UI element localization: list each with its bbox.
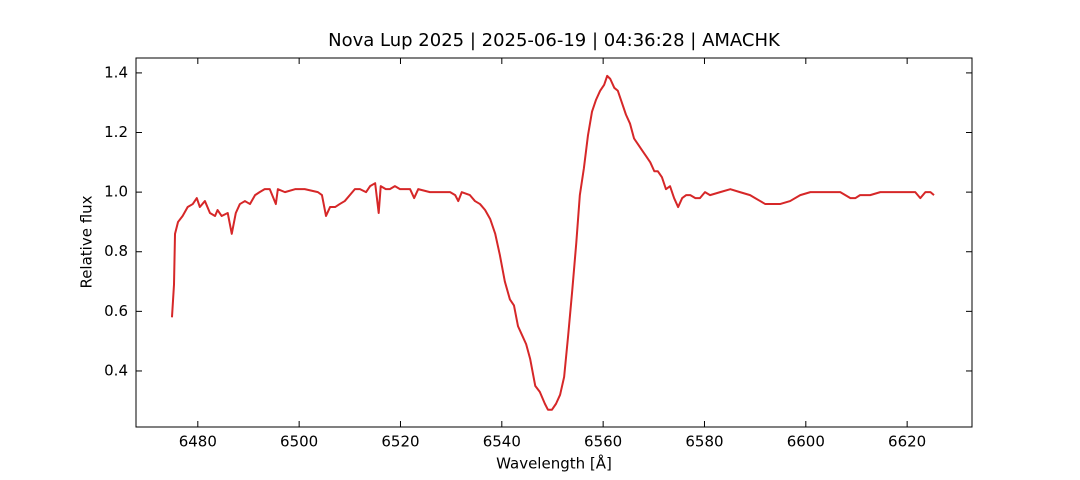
y-axis-label: Relative flux bbox=[78, 195, 96, 288]
y-tick-label: 1.2 bbox=[104, 123, 128, 141]
x-tick-label: 6480 bbox=[179, 433, 217, 451]
x-axis-label: Wavelength [Å] bbox=[496, 454, 612, 473]
x-tick-label: 6580 bbox=[685, 433, 723, 451]
chart-title: Nova Lup 2025 | 2025-06-19 | 04:36:28 | … bbox=[328, 30, 781, 51]
x-tick-label: 6620 bbox=[888, 433, 926, 451]
x-tick-label: 6500 bbox=[280, 433, 318, 451]
y-tick-label: 0.6 bbox=[104, 302, 128, 320]
x-tick-label: 6560 bbox=[584, 433, 622, 451]
y-tick-label: 1.4 bbox=[104, 63, 128, 81]
x-tick-label: 6540 bbox=[483, 433, 521, 451]
spectrum-line bbox=[170, 74, 935, 411]
x-tick-label: 6600 bbox=[787, 433, 825, 451]
y-tick-label: 0.4 bbox=[104, 361, 128, 379]
y-tick-label: 1.0 bbox=[104, 183, 128, 201]
x-tick-label: 6520 bbox=[381, 433, 419, 451]
y-tick-label: 0.8 bbox=[104, 242, 128, 260]
plot-frame bbox=[135, 57, 973, 428]
